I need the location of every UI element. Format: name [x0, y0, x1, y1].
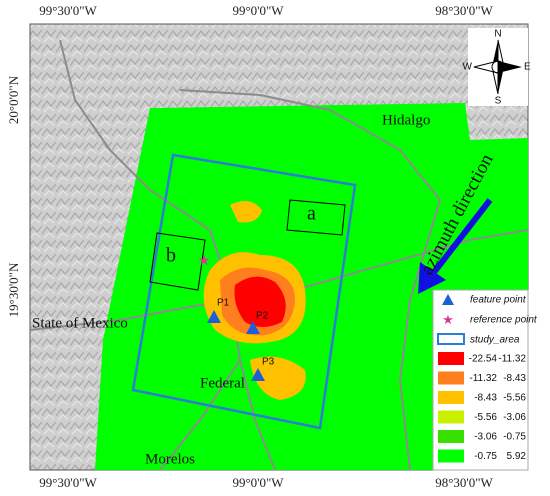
- place-label: Federal: [200, 375, 245, 391]
- legend-min: -22.54: [469, 354, 498, 365]
- place-label: State of Mexico: [32, 315, 128, 331]
- legend-label: study_area: [470, 335, 520, 346]
- legend-label: feature point: [470, 295, 527, 306]
- coord-label: 98°30'0"W: [435, 3, 493, 18]
- feature-point: [207, 310, 221, 323]
- study-area: [131, 153, 357, 430]
- box-a: [286, 199, 346, 236]
- box-label: b: [166, 245, 176, 267]
- deformation: [203, 201, 306, 400]
- legend-min: -5.56: [474, 412, 497, 423]
- legend-max: -11.32: [498, 354, 526, 365]
- legend-swatch: [438, 352, 464, 365]
- legend-max: -0.75: [503, 432, 526, 443]
- legend-swatch: [438, 371, 464, 385]
- legend-max: -5.56: [503, 393, 526, 404]
- coord-label: 99°30'0"W: [39, 3, 97, 18]
- legend-min: -11.32: [469, 373, 497, 384]
- roads: [29, 39, 529, 471]
- point-label: P2: [256, 311, 269, 322]
- legend-min: -0.75: [474, 451, 497, 462]
- legend-swatch: [438, 449, 464, 463]
- coverage: [95, 103, 528, 470]
- place-label: Morelos: [145, 451, 195, 467]
- legend-label: reference point: [470, 315, 538, 326]
- legend-max: 5.92: [507, 451, 527, 462]
- place-label: Hidalgo: [382, 112, 430, 128]
- azimuth-arrow-head: [418, 262, 446, 294]
- feature-point: [246, 321, 260, 334]
- box-label: a: [307, 203, 316, 225]
- coord-label: 98°30'0"W: [435, 475, 493, 490]
- legend-min: -3.06: [474, 432, 497, 443]
- legend-swatch: [438, 430, 464, 443]
- box-b: [149, 232, 206, 291]
- legend-max: -8.43: [503, 373, 526, 384]
- legend-max: -3.06: [503, 412, 526, 423]
- coord-label: 99°0'0"W: [232, 475, 284, 490]
- feature-point: [251, 368, 265, 381]
- point-label: P1: [217, 298, 230, 309]
- coord-label: 19°30'0"N: [6, 262, 21, 317]
- legend-min: -8.43: [474, 393, 497, 404]
- compass-label: S: [495, 96, 502, 107]
- compass: [468, 28, 528, 106]
- compass-label: N: [494, 29, 501, 40]
- compass-label: W: [463, 62, 473, 73]
- legend-swatch: [438, 391, 464, 404]
- point-label: P3: [262, 357, 275, 368]
- legend: feature point ★ reference point study_ar…: [432, 289, 538, 471]
- azimuth-arrow: [425, 198, 493, 282]
- reference-point: ★: [198, 254, 211, 269]
- legend-swatch: [438, 410, 464, 424]
- coord-label: 99°30'0"W: [39, 475, 97, 490]
- coord-label: 99°0'0"W: [232, 3, 284, 18]
- legend-symbol: ★: [442, 312, 454, 327]
- compass-label: E: [524, 62, 531, 73]
- coord-label: 20°0'0"N: [6, 75, 21, 124]
